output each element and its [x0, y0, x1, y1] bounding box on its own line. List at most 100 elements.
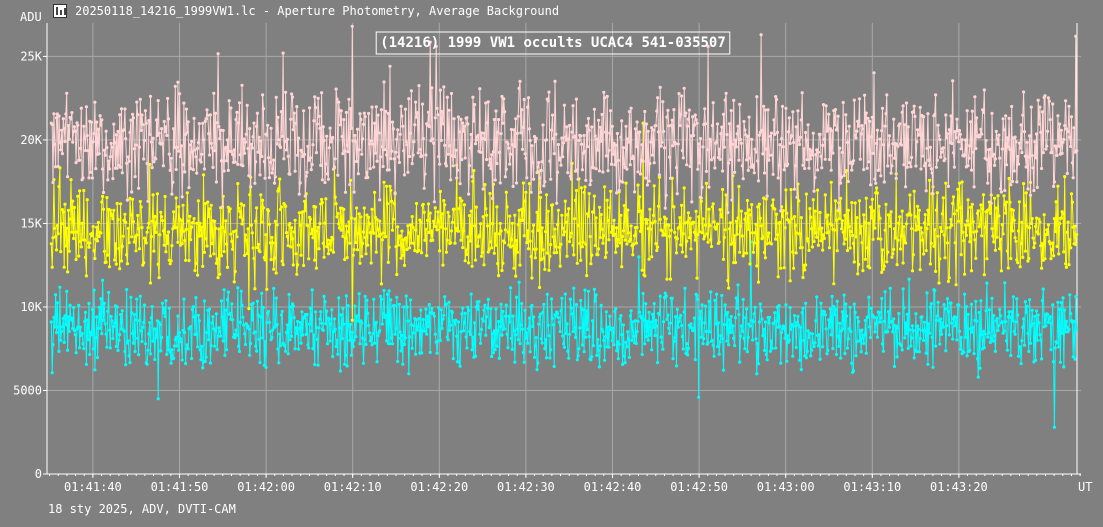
- data-point-background_series: [259, 315, 263, 319]
- data-point-comparison: [1026, 259, 1030, 263]
- data-point-background_series: [440, 326, 444, 330]
- data-point-background_series: [589, 358, 593, 362]
- data-point-comparison: [576, 224, 580, 228]
- data-point-background_series: [60, 329, 64, 333]
- data-point-background_series: [562, 345, 567, 349]
- data-point-comparison: [511, 244, 515, 248]
- window-title-bar: 20250118_14216_1999VW1.lc - Aperture Pho…: [0, 0, 1103, 24]
- data-point-comparison: [1015, 258, 1019, 262]
- data-point-background_series: [987, 308, 992, 312]
- data-point-target: [492, 117, 496, 122]
- data-point-comparison: [653, 219, 657, 223]
- data-point-comparison: [574, 188, 579, 193]
- data-point-background_series: [565, 322, 569, 326]
- data-point-background_series: [556, 315, 561, 320]
- data-point-background_series: [963, 292, 967, 296]
- data-point-target: [682, 86, 686, 90]
- data-point-comparison: [720, 215, 724, 219]
- data-point-comparison: [929, 241, 933, 245]
- data-point-comparison: [115, 201, 119, 206]
- data-point-comparison: [876, 237, 880, 241]
- data-point-target: [324, 162, 328, 166]
- data-point-background_series: [331, 330, 336, 334]
- data-point-background_series: [998, 307, 1002, 312]
- data-point-comparison: [629, 224, 633, 228]
- data-point-comparison: [781, 209, 785, 213]
- data-point-background_series: [375, 360, 379, 364]
- data-point-comparison: [804, 263, 808, 267]
- data-point-target: [730, 198, 734, 202]
- data-point-target: [207, 132, 211, 136]
- data-point-target: [125, 161, 129, 165]
- data-point-comparison: [398, 234, 402, 238]
- data-point-comparison: [438, 249, 442, 253]
- data-point-target: [245, 103, 249, 107]
- data-point-comparison: [295, 272, 299, 276]
- data-point-target: [548, 159, 552, 163]
- data-point-background_series: [810, 348, 814, 352]
- data-point-comparison: [572, 253, 576, 257]
- data-point-background_series: [536, 361, 540, 365]
- data-point-background_series: [192, 315, 196, 319]
- data-point-background_series: [699, 335, 703, 339]
- data-point-background_series: [73, 333, 77, 337]
- data-point-background_series: [559, 309, 563, 313]
- data-point-comparison: [1004, 200, 1009, 204]
- data-point-target: [666, 108, 670, 112]
- data-point-comparison: [810, 227, 814, 231]
- data-point-target: [600, 112, 604, 117]
- data-point-comparison: [647, 257, 651, 261]
- data-point-target: [267, 176, 271, 180]
- data-point-background_series: [734, 296, 738, 300]
- x-tick-label: 01:42:40: [584, 480, 642, 494]
- data-point-target: [869, 135, 874, 139]
- data-point-target: [552, 152, 556, 156]
- data-point-background_series: [957, 303, 961, 307]
- data-point-comparison: [707, 207, 711, 211]
- data-point-comparison: [568, 240, 572, 244]
- data-point-target: [237, 101, 242, 105]
- data-point-target: [258, 173, 262, 177]
- data-point-comparison: [411, 225, 415, 229]
- series-target: [49, 24, 1079, 215]
- data-point-comparison: [1068, 238, 1072, 242]
- data-point-background_series: [364, 342, 368, 346]
- data-point-target: [880, 106, 885, 110]
- data-point-background_series: [54, 293, 58, 297]
- data-point-background_series: [988, 340, 992, 345]
- data-point-comparison: [851, 241, 856, 246]
- data-point-background_series: [789, 327, 793, 331]
- data-point-comparison: [374, 250, 378, 254]
- data-point-background_series: [532, 315, 536, 319]
- data-point-comparison: [317, 247, 321, 251]
- data-point-target: [231, 152, 235, 157]
- data-point-target: [165, 133, 169, 138]
- data-point-comparison: [672, 205, 676, 209]
- data-point-background_series: [958, 347, 963, 351]
- data-point-comparison: [565, 254, 569, 258]
- data-point-comparison: [966, 198, 970, 202]
- data-point-target: [577, 138, 581, 142]
- data-point-background_series: [807, 335, 811, 340]
- data-point-target: [954, 136, 958, 140]
- data-point-comparison: [1005, 249, 1010, 253]
- data-point-target: [742, 119, 746, 124]
- data-point-background_series: [398, 330, 402, 334]
- data-point-target: [387, 168, 391, 172]
- data-point-background_series: [59, 338, 63, 342]
- lightcurve-app-icon[interactable]: [53, 4, 67, 18]
- data-point-comparison: [431, 238, 435, 242]
- data-point-comparison: [983, 225, 987, 229]
- data-point-target: [798, 142, 802, 147]
- data-point-target: [668, 155, 672, 159]
- data-point-comparison: [993, 248, 998, 252]
- data-point-background_series: [890, 319, 894, 324]
- data-point-comparison: [709, 244, 714, 249]
- data-point-target: [656, 130, 661, 134]
- data-point-comparison: [709, 238, 713, 242]
- data-point-comparison: [757, 202, 762, 206]
- data-point-target: [759, 33, 763, 37]
- data-point-background_series: [824, 327, 828, 331]
- data-point-background_series: [820, 312, 824, 316]
- data-point-background_series: [520, 302, 524, 306]
